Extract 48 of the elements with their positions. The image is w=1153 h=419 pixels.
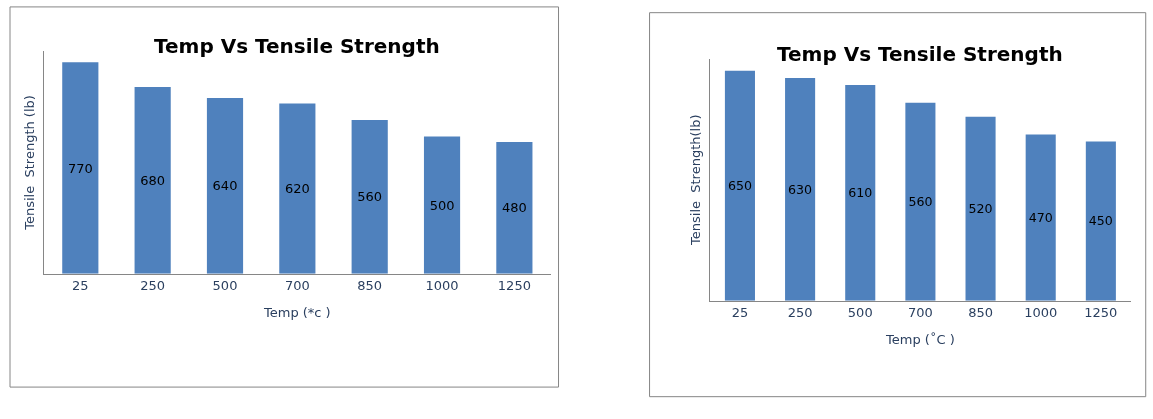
x-axis-title: Temp (˚C ) xyxy=(885,331,955,347)
x-tick-label: 1250 xyxy=(1084,305,1118,321)
x-tick-label: 1250 xyxy=(497,278,531,294)
data-label: 520 xyxy=(968,201,993,217)
bar xyxy=(1085,141,1116,301)
x-tick-label: 1000 xyxy=(425,278,459,294)
x-tick-label: 250 xyxy=(140,278,166,294)
data-label: 480 xyxy=(501,200,527,216)
data-label: 680 xyxy=(140,172,166,188)
x-tick-label: 850 xyxy=(357,278,383,294)
data-label: 470 xyxy=(1028,209,1053,225)
data-label: 640 xyxy=(212,178,238,194)
bar xyxy=(423,136,461,274)
y-axis-title: Tensile Strength(lb) xyxy=(687,114,703,246)
bar xyxy=(724,70,755,301)
chart-title: Temp Vs Tensile Strength xyxy=(777,42,1063,66)
bar xyxy=(845,85,876,301)
data-label: 620 xyxy=(284,181,310,197)
x-axis-title: Temp (*c ) xyxy=(262,305,331,320)
data-label: 500 xyxy=(429,197,455,213)
x-tick-label: 250 xyxy=(787,305,813,321)
x-tick-label: 700 xyxy=(907,305,933,321)
x-tick-label: 1000 xyxy=(1024,305,1058,321)
bar xyxy=(62,62,99,274)
bar xyxy=(785,77,816,301)
x-tick-label: 850 xyxy=(968,305,993,321)
data-label: 610 xyxy=(848,185,873,201)
bar xyxy=(965,116,996,301)
x-tick-label: 700 xyxy=(284,278,310,294)
x-tick-label: 25 xyxy=(72,278,89,294)
bar xyxy=(496,141,533,274)
chart-title: Temp Vs Tensile Strength xyxy=(154,34,440,58)
data-label: 650 xyxy=(727,178,752,194)
x-tick-label: 500 xyxy=(847,305,873,321)
bar xyxy=(1025,134,1056,301)
x-tick-label: 500 xyxy=(212,278,238,294)
bar xyxy=(206,97,244,274)
data-label: 630 xyxy=(788,181,813,197)
bar xyxy=(134,86,171,274)
data-label: 450 xyxy=(1088,213,1113,229)
bar xyxy=(279,103,316,274)
data-label: 560 xyxy=(908,194,933,210)
x-tick-label: 25 xyxy=(731,305,749,321)
y-axis-title: Tensile Strength (lb) xyxy=(22,95,38,231)
bar xyxy=(351,119,388,274)
data-label: 560 xyxy=(357,189,383,205)
data-label: 770 xyxy=(67,160,93,176)
bar xyxy=(905,102,936,301)
